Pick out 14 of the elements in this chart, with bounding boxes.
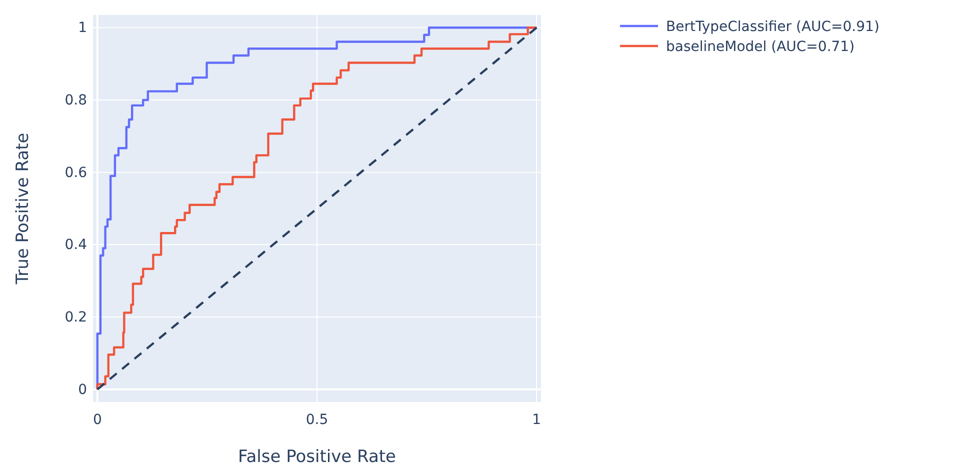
x-axis-title: False Positive Rate [238,447,396,467]
x-tick-label: 0 [92,412,102,428]
x-tick-label: 0.5 [306,412,328,428]
y-tick-label: 0.4 [64,237,88,254]
y-tick-label: 0.2 [64,309,87,326]
y-axis-title: True Positive Rate [13,132,33,286]
y-tick-label: 0.6 [64,164,88,181]
legend-label: baselineModel (AUC=0.71) [666,39,855,55]
y-tick-label: 0 [78,382,87,398]
legend-label: BertTypeClassifier (AUC=0.91) [666,19,880,35]
x-tick-label: 1 [532,412,542,428]
line-series [96,26,538,390]
y-tick-label: 1 [78,20,87,36]
y-tick-label: 0.8 [64,92,87,108]
